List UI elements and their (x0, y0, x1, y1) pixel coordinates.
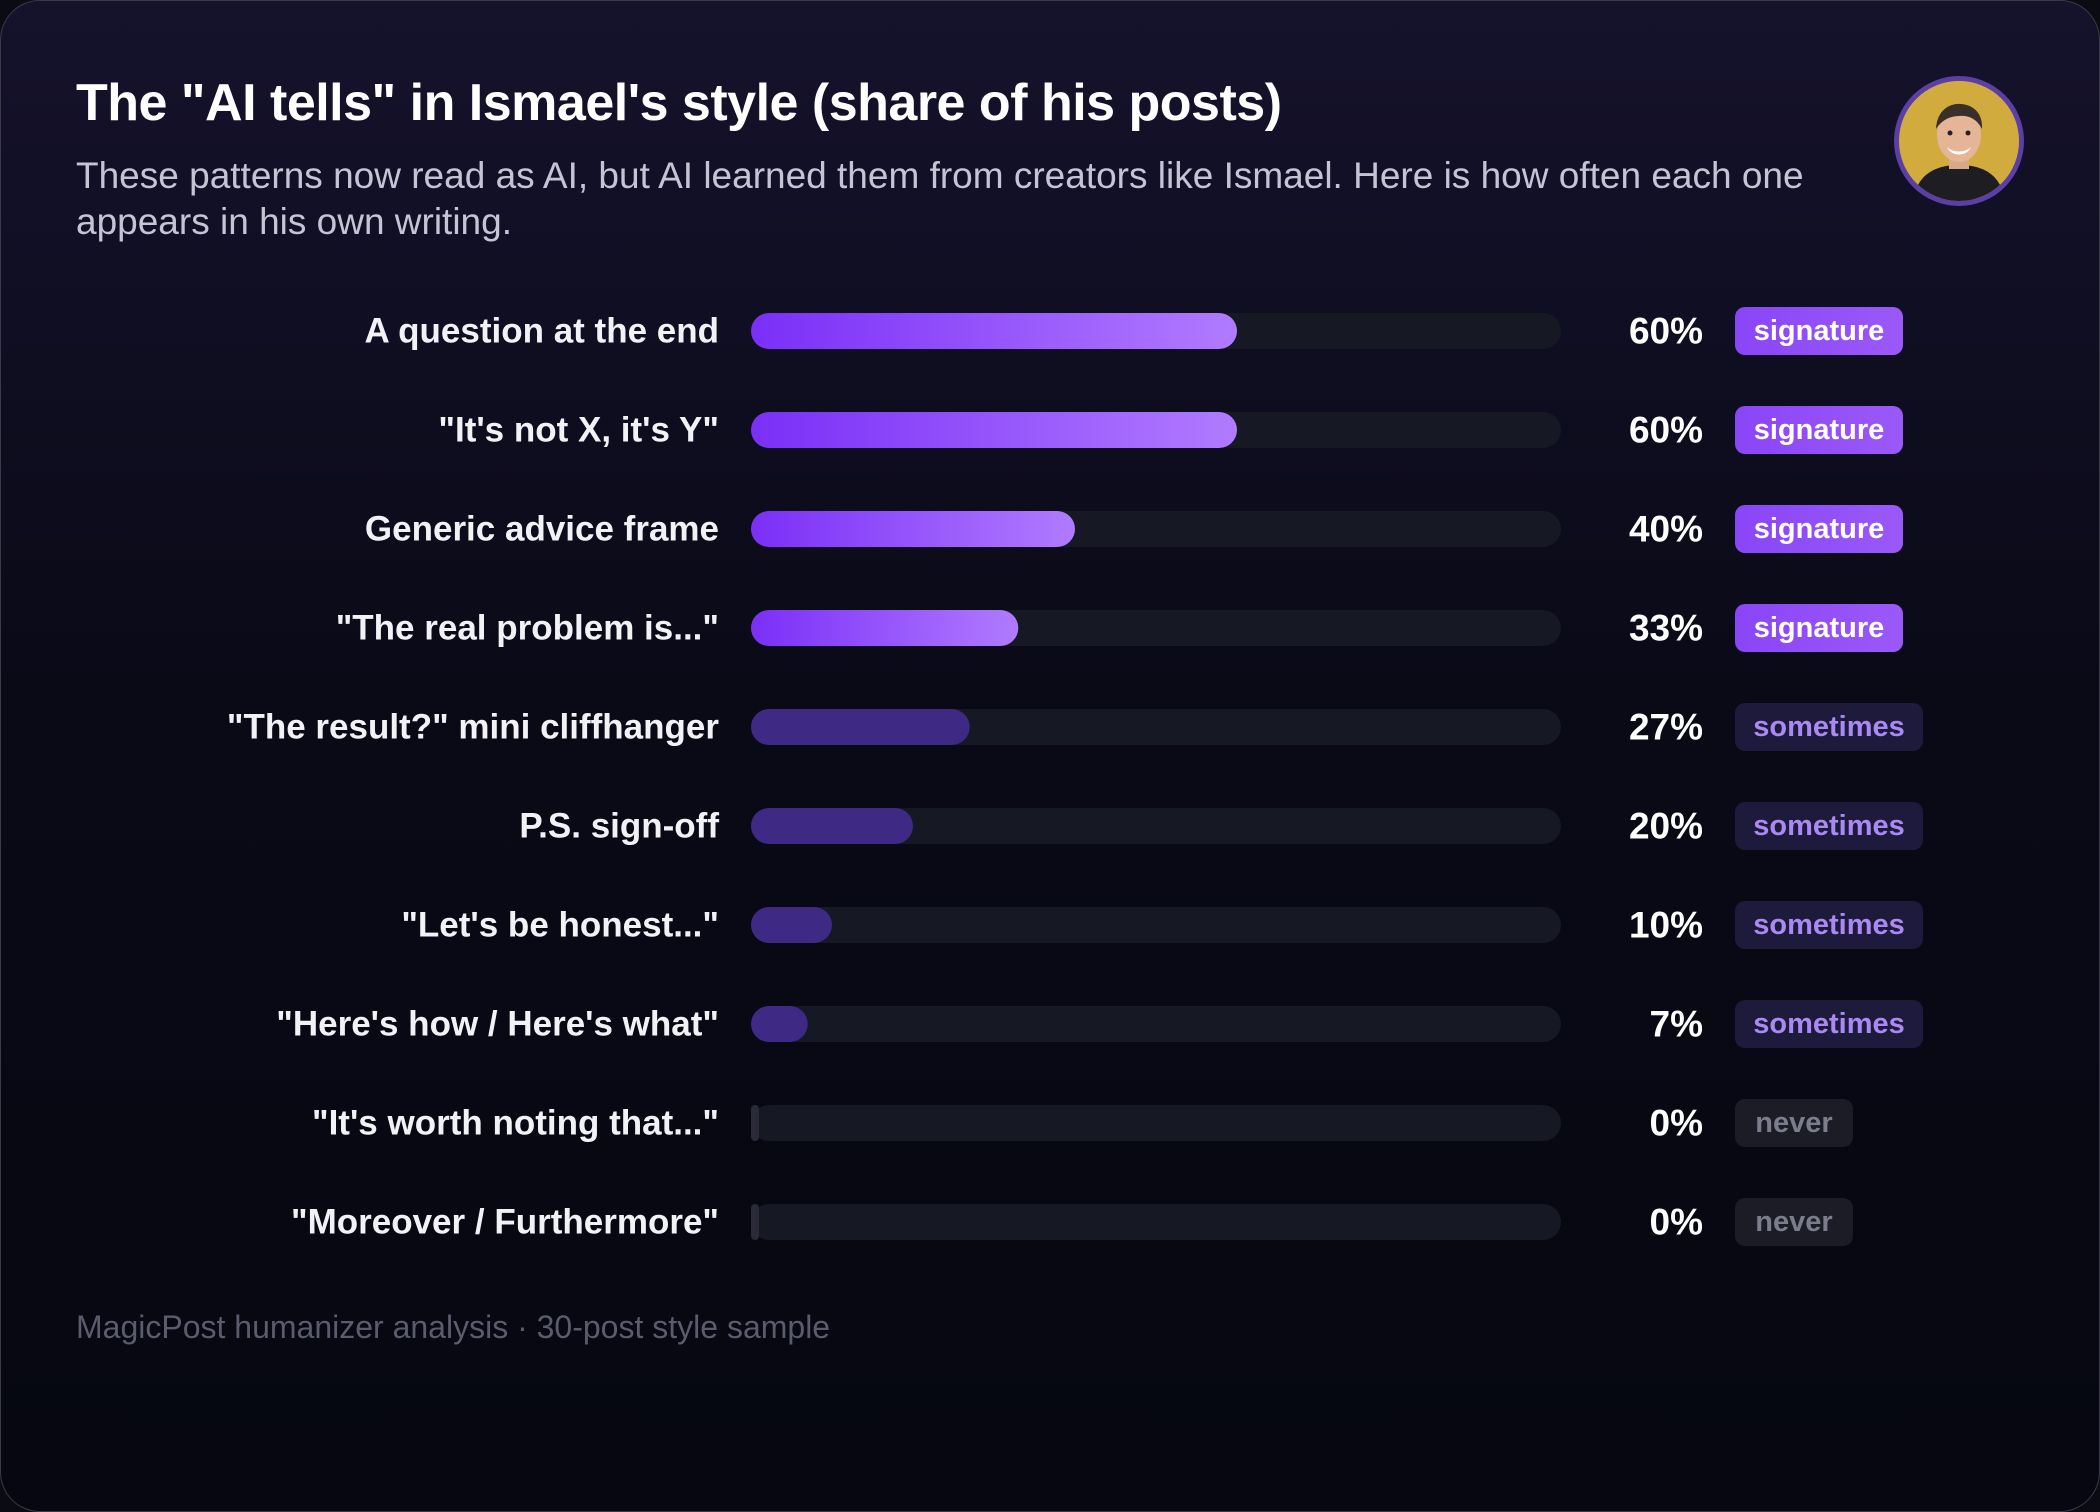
tier-badge-label: never (1755, 1107, 1832, 1139)
bar (751, 1006, 808, 1042)
tier-badge-label: signature (1754, 414, 1885, 446)
bar (751, 313, 1237, 349)
bar-track (751, 1105, 1561, 1141)
category-label: Generic advice frame (365, 510, 719, 549)
chart-title: The "AI tells" in Ismael's style (share … (76, 74, 1282, 132)
bar (751, 511, 1075, 547)
tier-badge-label: signature (1754, 315, 1885, 347)
value-label: 33% (1629, 608, 1703, 649)
tier-badge-label: sometimes (1753, 909, 1905, 941)
value-label: 0% (1650, 1202, 1703, 1243)
category-label: P.S. sign-off (519, 807, 719, 846)
tier-badge-label: sometimes (1753, 1008, 1905, 1040)
tier-badge (1735, 1099, 1853, 1147)
bar (751, 1204, 759, 1240)
chart-subtitle: These patterns now read as AI, but AI le… (76, 155, 1804, 242)
value-label: 40% (1629, 509, 1703, 550)
bar-track (751, 907, 1561, 943)
value-label: 10% (1629, 905, 1703, 946)
tier-badge-label: never (1755, 1206, 1832, 1238)
tier-badge (1735, 703, 1923, 751)
value-label: 27% (1629, 707, 1703, 748)
bar (751, 907, 832, 943)
value-label: 7% (1650, 1004, 1703, 1045)
tier-badge-label: sometimes (1753, 711, 1905, 743)
value-label: 20% (1629, 806, 1703, 847)
tier-badge (1735, 406, 1903, 454)
bar (751, 1105, 759, 1141)
category-label: "The real problem is..." (336, 609, 719, 648)
category-label: "Moreover / Furthermore" (291, 1203, 719, 1242)
value-label: 0% (1650, 1103, 1703, 1144)
bar (751, 709, 970, 745)
category-label: A question at the end (364, 312, 719, 351)
tier-badge-label: signature (1754, 513, 1885, 545)
tier-badge (1735, 1000, 1923, 1048)
bar (751, 412, 1237, 448)
bar (751, 808, 913, 844)
category-label: "Here's how / Here's what" (276, 1005, 719, 1044)
value-label: 60% (1629, 410, 1703, 451)
tier-badge (1735, 901, 1923, 949)
tier-badge (1735, 802, 1923, 850)
bar-track (751, 1204, 1561, 1240)
bar-chart: A question at the end 60% signature "It's n… (227, 307, 1923, 1246)
tier-badge-label: signature (1754, 612, 1885, 644)
category-label: "It's worth noting that..." (312, 1104, 719, 1143)
category-label: "The result?" mini cliffhanger (227, 708, 720, 747)
bar (751, 610, 1019, 646)
person-portrait-icon (1894, 76, 2024, 206)
source-note: MagicPost humanizer analysis · 30-post s… (76, 1309, 831, 1345)
tier-badge (1735, 505, 1903, 553)
tier-badge (1735, 604, 1903, 652)
tier-badge (1735, 307, 1903, 355)
value-label: 60% (1629, 311, 1703, 352)
category-label: "It's not X, it's Y" (438, 411, 719, 450)
category-label: "Let's be honest..." (401, 906, 719, 945)
tier-badge (1735, 1198, 1853, 1246)
bar-track (751, 808, 1561, 844)
tier-badge-label: sometimes (1753, 810, 1905, 842)
bar-track (751, 1006, 1561, 1042)
